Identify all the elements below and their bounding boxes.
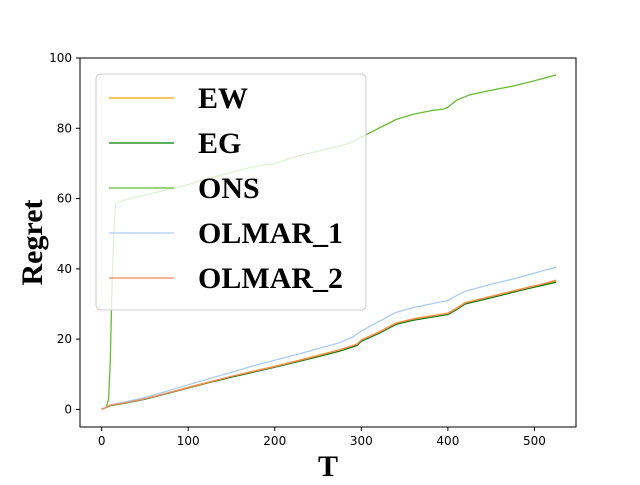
x-tick-label: 300: [350, 434, 373, 448]
legend-label-olmar-2: OLMAR_2: [198, 262, 343, 295]
series-line-olmar-1: [101, 266, 557, 410]
axis-ticks: 0 100 200 300 400 500 0 20 40 60 80 100: [49, 51, 546, 448]
plot-frame: [79, 57, 577, 428]
legend: EW EG ONS OLMAR_1 OLMAR_2: [95, 73, 367, 311]
x-tick-label: 400: [436, 434, 459, 448]
y-tick-label: 20: [57, 332, 72, 346]
x-tick-label: 0: [98, 434, 106, 448]
y-axis-title: Regret: [16, 199, 49, 285]
y-tick-label: 0: [64, 402, 72, 416]
x-axis-title: T: [318, 450, 338, 480]
series-line-olmar-2: [101, 279, 557, 410]
y-tick-label: 80: [57, 121, 72, 135]
y-tick-label: 60: [57, 192, 72, 206]
legend-box: [95, 73, 367, 311]
y-tick-label: 40: [57, 262, 72, 276]
legend-label-ons: ONS: [198, 172, 260, 205]
x-tick-label: 500: [523, 434, 546, 448]
legend-label-eg: EG: [198, 127, 241, 160]
x-tick-label: 100: [177, 434, 200, 448]
legend-label-olmar-1: OLMAR_1: [198, 217, 343, 250]
y-tick-label: 100: [49, 51, 72, 65]
x-tick-label: 200: [263, 434, 286, 448]
legend-label-ew: EW: [198, 82, 248, 115]
